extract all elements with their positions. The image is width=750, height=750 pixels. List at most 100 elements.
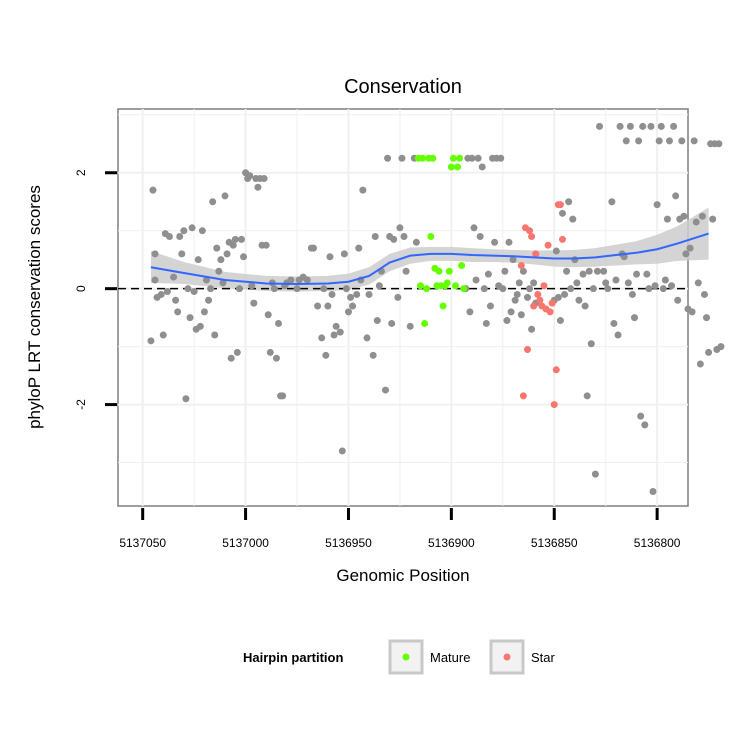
point-mature xyxy=(423,285,431,293)
point-star xyxy=(540,282,548,290)
point-other xyxy=(476,233,484,241)
point-other xyxy=(573,279,581,287)
point-other xyxy=(690,137,698,145)
point-other xyxy=(149,186,157,194)
point-other xyxy=(628,290,636,298)
point-other xyxy=(466,308,474,316)
point-other xyxy=(384,154,392,162)
point-other xyxy=(583,392,591,400)
point-other xyxy=(600,267,608,275)
point-other xyxy=(715,140,723,148)
point-star xyxy=(526,227,534,235)
point-other xyxy=(200,308,208,316)
point-other xyxy=(645,285,653,293)
point-other xyxy=(178,250,186,258)
point-other xyxy=(219,279,227,287)
point-other xyxy=(643,270,651,278)
point-other xyxy=(563,267,571,275)
y-axis-title: phyloP LRT conservation scores xyxy=(25,185,44,429)
point-mature xyxy=(435,267,443,275)
point-other xyxy=(303,276,311,284)
point-other xyxy=(709,215,717,223)
point-other xyxy=(567,285,575,293)
point-other xyxy=(394,293,402,301)
x-tick-label: 5136900 xyxy=(428,536,475,550)
point-other xyxy=(157,290,165,298)
point-star xyxy=(552,366,560,374)
point-other xyxy=(526,285,534,293)
point-other xyxy=(254,183,262,191)
point-other xyxy=(680,212,688,220)
point-other xyxy=(147,337,155,345)
point-other xyxy=(344,308,352,316)
smooth-curve-line xyxy=(150,232,709,286)
point-other xyxy=(205,296,213,304)
point-other xyxy=(233,348,241,356)
legend-dot-mature xyxy=(402,653,410,661)
point-other xyxy=(700,290,708,298)
point-other xyxy=(608,198,616,206)
point-mature xyxy=(445,267,453,275)
point-other xyxy=(575,296,583,304)
point-other xyxy=(324,302,332,310)
point-other xyxy=(657,122,665,130)
point-other xyxy=(678,137,686,145)
point-other xyxy=(151,276,159,284)
point-other xyxy=(604,285,612,293)
point-other xyxy=(696,360,704,368)
point-other xyxy=(616,122,624,130)
point-other xyxy=(237,235,245,243)
point-other xyxy=(320,285,328,293)
point-other xyxy=(593,267,601,275)
point-other xyxy=(188,224,196,232)
point-other xyxy=(266,348,274,356)
point-other xyxy=(196,322,204,330)
point-other xyxy=(639,122,647,130)
point-other xyxy=(342,285,350,293)
point-other xyxy=(528,325,536,333)
point-star xyxy=(523,346,531,354)
legend-label-mature: Mature xyxy=(430,650,470,665)
point-mature xyxy=(458,261,466,269)
point-other xyxy=(587,340,595,348)
point-other xyxy=(330,331,338,339)
point-other xyxy=(705,348,713,356)
point-other xyxy=(486,302,494,310)
point-other xyxy=(637,412,645,420)
point-other xyxy=(246,172,254,180)
point-other xyxy=(322,351,330,359)
y-axis: -2 0 2 xyxy=(74,169,117,410)
point-other xyxy=(400,233,408,241)
point-star xyxy=(517,261,525,269)
confidence-band xyxy=(150,207,709,292)
point-other xyxy=(163,288,171,296)
y-tick-label: -2 xyxy=(74,399,88,410)
point-other xyxy=(363,334,371,342)
point-other xyxy=(717,343,725,351)
point-other xyxy=(272,354,280,362)
point-other xyxy=(355,244,363,252)
point-other xyxy=(412,238,420,246)
point-other xyxy=(641,421,649,429)
smooth-curve xyxy=(150,232,709,286)
point-other xyxy=(482,319,490,327)
point-other xyxy=(359,186,367,194)
x-tick-label: 5136850 xyxy=(531,536,578,550)
point-other xyxy=(229,241,237,249)
point-other xyxy=(649,488,657,496)
point-other xyxy=(382,386,390,394)
point-other xyxy=(287,276,295,284)
point-other xyxy=(672,192,680,200)
point-other xyxy=(513,290,521,298)
point-other xyxy=(682,250,690,258)
point-other xyxy=(198,227,206,235)
point-star xyxy=(530,302,538,310)
point-star xyxy=(519,392,527,400)
x-axis-title: Genomic Position xyxy=(336,566,469,585)
point-mature xyxy=(449,154,457,162)
point-mature xyxy=(427,233,435,241)
point-other xyxy=(165,233,173,241)
point-other xyxy=(556,317,564,325)
point-other xyxy=(554,293,562,301)
y-tick-label: 0 xyxy=(74,285,88,292)
